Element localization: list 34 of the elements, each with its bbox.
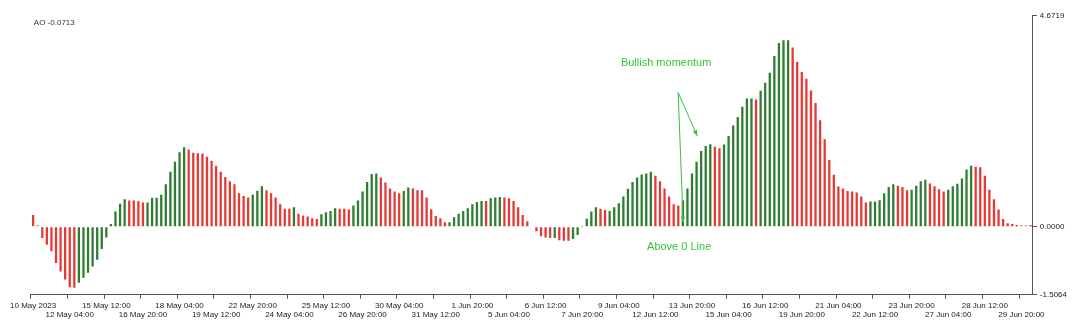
x-tick-label: 22 Jun 12:00	[851, 310, 899, 320]
x-tick-label: 19 May 12:00	[191, 310, 241, 320]
annotation: Above 0 Line	[647, 240, 712, 253]
x-tick-label: 10 May 2023	[10, 300, 57, 310]
x-tick-label: 12 Jun 12:00	[632, 310, 680, 320]
x-tick-label: 13 Jun 20:00	[668, 300, 716, 310]
x-tick-label: 31 May 12:00	[411, 310, 461, 320]
x-tick-label: 30 May 04:00	[374, 300, 424, 310]
x-tick-label: 9 Jun 04:00	[597, 300, 641, 310]
x-tick-label: 21 Jun 04:00	[815, 300, 863, 310]
x-tick-label: 24 May 04:00	[265, 310, 315, 320]
x-tick-label: 15 May 12:00	[82, 300, 132, 310]
x-tick-label: 26 May 20:00	[338, 310, 388, 320]
x-tick-label: 16 Jun 12:00	[742, 300, 789, 310]
x-tick-label: 28 Jun 12:00	[961, 300, 1009, 310]
x-tick-label: 7 Jun 20:00	[561, 310, 604, 320]
x-tick-label: 18 May 04:00	[155, 300, 205, 310]
y-tick-label: -1.5064	[1039, 290, 1068, 299]
y-tick-label: 4.6719	[1039, 11, 1065, 20]
x-tick-label: 19 Jun 20:00	[778, 310, 826, 320]
x-tick-label: 5 Jun 04:00	[488, 310, 531, 320]
chart-title: AO -0.0713	[33, 18, 76, 27]
x-tick-label: 15 Jun 04:00	[705, 310, 753, 320]
y-tick-label: 0.0000	[1039, 221, 1065, 231]
x-tick-label: 12 May 04:00	[45, 310, 95, 320]
annotation: Bullish momentum	[620, 56, 712, 69]
x-tick-label: 29 Jun 20:00	[998, 310, 1046, 320]
x-tick-label: 1 Jun 20:00	[451, 300, 494, 310]
x-tick-label: 27 Jun 04:00	[925, 310, 972, 320]
x-tick-label: 6 Jun 12:00	[524, 300, 568, 310]
x-tick-label: 16 May 20:00	[118, 310, 168, 320]
x-tick-label: 23 Jun 20:00	[888, 300, 936, 310]
x-tick-label: 25 May 12:00	[301, 300, 351, 310]
x-tick-label: 22 May 20:00	[228, 300, 278, 310]
